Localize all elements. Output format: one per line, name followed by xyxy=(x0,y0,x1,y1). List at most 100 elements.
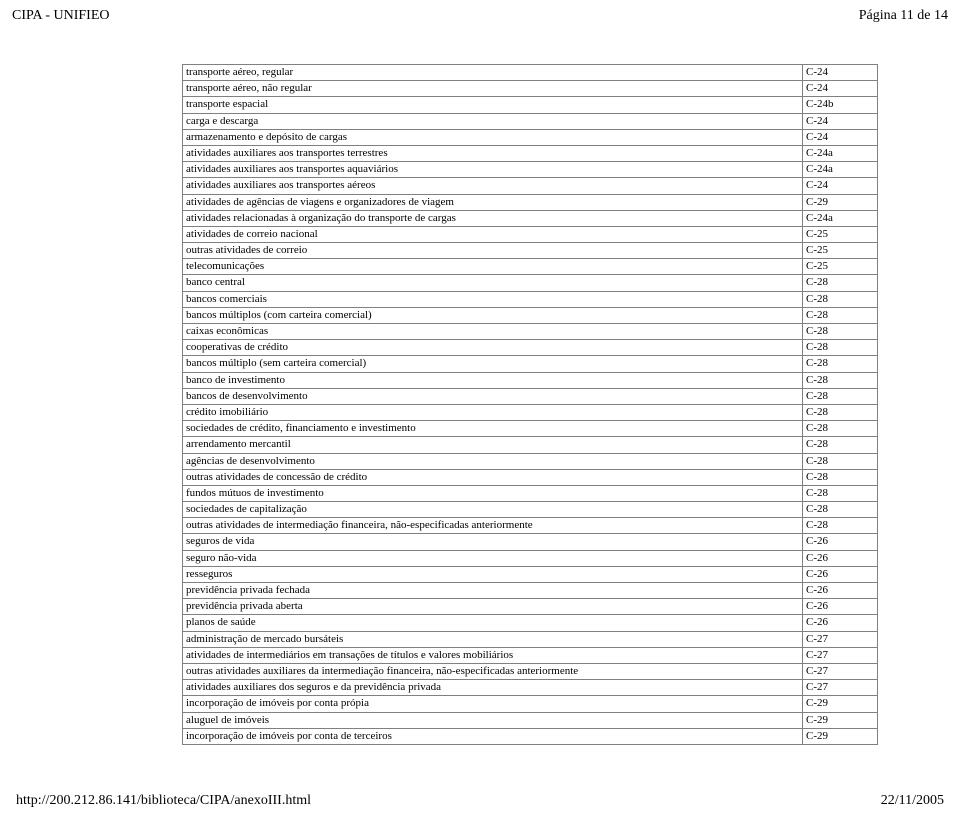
cell-code: C-28 xyxy=(803,356,878,372)
table-row: incorporação de imóveis por conta própia… xyxy=(183,696,878,712)
table-row: atividades auxiliares dos seguros e da p… xyxy=(183,680,878,696)
cell-code: C-24a xyxy=(803,162,878,178)
cell-code: C-27 xyxy=(803,631,878,647)
cell-description: cooperativas de crédito xyxy=(183,340,803,356)
table-row: atividades de agências de viagens e orga… xyxy=(183,194,878,210)
table-row: armazenamento e depósito de cargasC-24 xyxy=(183,129,878,145)
classification-table: transporte aéreo, regularC-24transporte … xyxy=(182,64,878,745)
table-row: ressegurosC-26 xyxy=(183,566,878,582)
cell-description: previdência privada aberta xyxy=(183,599,803,615)
cell-code: C-25 xyxy=(803,259,878,275)
table-row: atividades auxiliares aos transportes te… xyxy=(183,145,878,161)
cell-code: C-28 xyxy=(803,502,878,518)
table-row: administração de mercado bursáteisC-27 xyxy=(183,631,878,647)
table-row: atividades relacionadas à organização do… xyxy=(183,210,878,226)
table-row: fundos mútuos de investimentoC-28 xyxy=(183,485,878,501)
cell-code: C-28 xyxy=(803,388,878,404)
table-row: banco centralC-28 xyxy=(183,275,878,291)
cell-code: C-28 xyxy=(803,340,878,356)
header-page-info: Página 11 de 14 xyxy=(859,8,948,24)
cell-description: banco central xyxy=(183,275,803,291)
cell-code: C-27 xyxy=(803,680,878,696)
table-row: outras atividades auxiliares da intermed… xyxy=(183,663,878,679)
table-row: atividades auxiliares aos transportes aq… xyxy=(183,162,878,178)
cell-code: C-28 xyxy=(803,307,878,323)
cell-description: incorporação de imóveis por conta de ter… xyxy=(183,728,803,744)
cell-description: bancos de desenvolvimento xyxy=(183,388,803,404)
table-row: planos de saúdeC-26 xyxy=(183,615,878,631)
cell-description: carga e descarga xyxy=(183,113,803,129)
cell-code: C-28 xyxy=(803,404,878,420)
cell-description: previdência privada fechada xyxy=(183,583,803,599)
cell-code: C-28 xyxy=(803,324,878,340)
cell-description: administração de mercado bursáteis xyxy=(183,631,803,647)
table-row: sociedades de crédito, financiamento e i… xyxy=(183,421,878,437)
table-row: seguro não-vidaC-26 xyxy=(183,550,878,566)
cell-code: C-26 xyxy=(803,599,878,615)
cell-description: outras atividades de concessão de crédit… xyxy=(183,469,803,485)
cell-code: C-24 xyxy=(803,81,878,97)
cell-description: atividades de correio nacional xyxy=(183,226,803,242)
table-row: atividades auxiliares aos transportes aé… xyxy=(183,178,878,194)
table-row: carga e descargaC-24 xyxy=(183,113,878,129)
cell-code: C-24 xyxy=(803,129,878,145)
cell-code: C-24b xyxy=(803,97,878,113)
footer-url: http://200.212.86.141/biblioteca/CIPA/an… xyxy=(16,793,311,809)
cell-code: C-29 xyxy=(803,696,878,712)
page-footer: http://200.212.86.141/biblioteca/CIPA/an… xyxy=(12,793,948,809)
cell-code: C-26 xyxy=(803,534,878,550)
cell-description: atividades auxiliares aos transportes aé… xyxy=(183,178,803,194)
cell-code: C-28 xyxy=(803,421,878,437)
cell-code: C-24 xyxy=(803,113,878,129)
footer-date: 22/11/2005 xyxy=(881,793,944,809)
table-row: bancos múltiplos (com carteira comercial… xyxy=(183,307,878,323)
table-row: seguros de vidaC-26 xyxy=(183,534,878,550)
cell-code: C-24a xyxy=(803,210,878,226)
page: CIPA - UNIFIEO Página 11 de 14 transport… xyxy=(0,0,960,821)
cell-description: outras atividades de correio xyxy=(183,243,803,259)
cell-code: C-25 xyxy=(803,226,878,242)
table-row: caixas econômicasC-28 xyxy=(183,324,878,340)
table-row: incorporação de imóveis por conta de ter… xyxy=(183,728,878,744)
cell-description: fundos mútuos de investimento xyxy=(183,485,803,501)
cell-description: seguro não-vida xyxy=(183,550,803,566)
cell-description: transporte aéreo, não regular xyxy=(183,81,803,97)
cell-description: telecomunicações xyxy=(183,259,803,275)
cell-description: banco de investimento xyxy=(183,372,803,388)
cell-description: outras atividades de intermediação finan… xyxy=(183,518,803,534)
cell-description: crédito imobiliário xyxy=(183,404,803,420)
table-row: transporte espacialC-24b xyxy=(183,97,878,113)
cell-description: aluguel de imóveis xyxy=(183,712,803,728)
cell-description: agências de desenvolvimento xyxy=(183,453,803,469)
table-row: outras atividades de intermediação finan… xyxy=(183,518,878,534)
table-row: outras atividades de concessão de crédit… xyxy=(183,469,878,485)
cell-code: C-24 xyxy=(803,178,878,194)
cell-description: planos de saúde xyxy=(183,615,803,631)
cell-code: C-28 xyxy=(803,485,878,501)
table-row: bancos múltiplo (sem carteira comercial)… xyxy=(183,356,878,372)
cell-description: bancos comerciais xyxy=(183,291,803,307)
cell-code: C-26 xyxy=(803,550,878,566)
table-row: agências de desenvolvimentoC-28 xyxy=(183,453,878,469)
cell-description: caixas econômicas xyxy=(183,324,803,340)
cell-code: C-28 xyxy=(803,453,878,469)
cell-description: atividades relacionadas à organização do… xyxy=(183,210,803,226)
cell-description: seguros de vida xyxy=(183,534,803,550)
cell-code: C-28 xyxy=(803,372,878,388)
table-row: telecomunicaçõesC-25 xyxy=(183,259,878,275)
table-row: sociedades de capitalizaçãoC-28 xyxy=(183,502,878,518)
cell-code: C-29 xyxy=(803,712,878,728)
cell-description: atividades auxiliares dos seguros e da p… xyxy=(183,680,803,696)
table-container: transporte aéreo, regularC-24transporte … xyxy=(182,64,878,745)
table-row: previdência privada fechadaC-26 xyxy=(183,583,878,599)
cell-description: bancos múltiplo (sem carteira comercial) xyxy=(183,356,803,372)
cell-code: C-26 xyxy=(803,615,878,631)
table-row: cooperativas de créditoC-28 xyxy=(183,340,878,356)
cell-description: resseguros xyxy=(183,566,803,582)
table-row: transporte aéreo, regularC-24 xyxy=(183,65,878,81)
cell-description: arrendamento mercantil xyxy=(183,437,803,453)
cell-code: C-29 xyxy=(803,728,878,744)
cell-description: atividades de intermediários em transaçõ… xyxy=(183,647,803,663)
cell-code: C-25 xyxy=(803,243,878,259)
cell-description: bancos múltiplos (com carteira comercial… xyxy=(183,307,803,323)
